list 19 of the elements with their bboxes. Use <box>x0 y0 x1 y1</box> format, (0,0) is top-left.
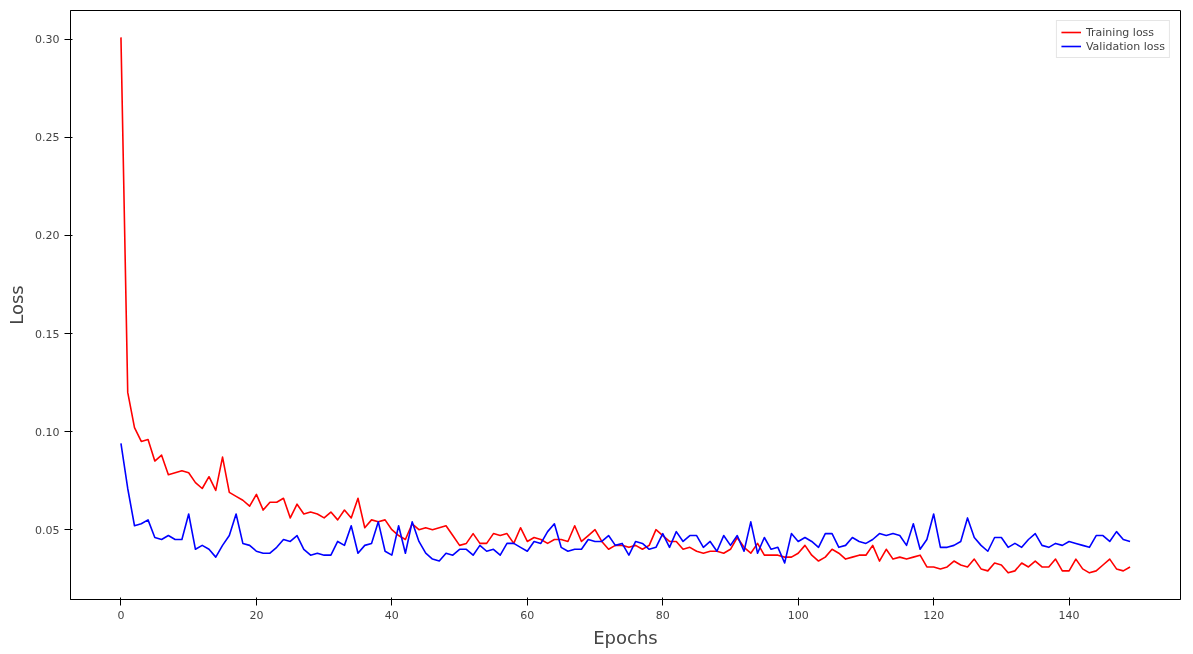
x-tick-label: 0 <box>117 608 125 622</box>
x-tick-label: 120 <box>923 608 945 622</box>
x-tick-label: 80 <box>655 608 670 622</box>
y-tick-label: 0.20 <box>35 229 60 243</box>
x-axis-title: Epochs <box>593 626 658 648</box>
x-tick-label: 20 <box>249 608 264 622</box>
y-tick-label: 0.15 <box>35 327 60 341</box>
x-tick-label: 100 <box>787 608 809 622</box>
y-tick-label: 0.05 <box>35 523 60 537</box>
x-tick-label: 60 <box>520 608 535 622</box>
x-tick-label: 40 <box>384 608 399 622</box>
y-tick-label: 0.10 <box>35 425 60 439</box>
legend-label: Training loss <box>1085 25 1155 39</box>
y-tick-label: 0.25 <box>35 131 60 145</box>
y-axis-title: Loss <box>6 285 28 325</box>
x-tick-label: 140 <box>1058 608 1080 622</box>
legend-label: Validation loss <box>1085 39 1165 53</box>
y-tick-label: 0.30 <box>35 33 60 47</box>
line-series <box>120 442 1131 564</box>
